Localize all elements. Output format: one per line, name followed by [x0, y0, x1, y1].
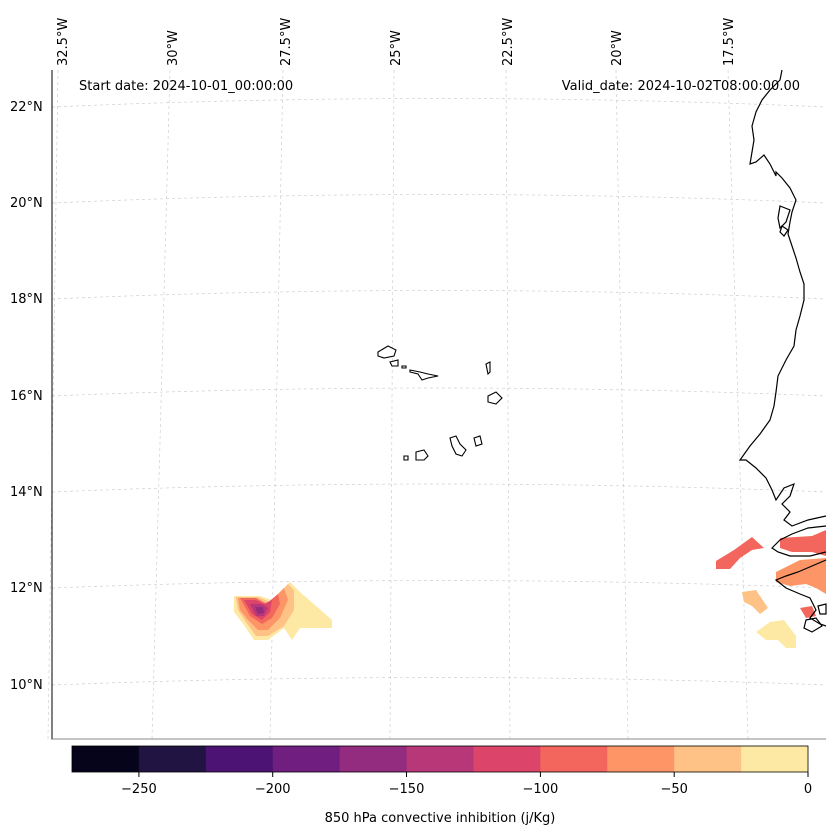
lat-tick-label: 16°N [10, 389, 43, 404]
colorbar-segment [540, 746, 608, 772]
island-sao-nicolau [409, 369, 439, 381]
colorbar-tick-labels: −250 −200 −150 −100 −50 0 [121, 782, 812, 797]
colorbar-tick-label: −100 [523, 782, 559, 797]
island-santa-luzia [401, 365, 407, 369]
lon-tick-label: 25°W [389, 30, 404, 66]
map-area [47, 69, 827, 740]
island-brava [403, 455, 409, 461]
colorbar-segment [272, 746, 341, 772]
lat-gridline [51, 483, 827, 493]
valid-date-annotation: Valid_date: 2024-10-02T08:00:00.00 [562, 79, 800, 94]
island-santiago [449, 435, 467, 457]
lon-tick-label: 17.5°W [722, 18, 737, 66]
latitude-tick-labels: 22°N 20°N 18°N 16°N 14°N 12°N 10°N [10, 100, 43, 693]
colorbar-segment [473, 746, 541, 772]
coastline-island [779, 225, 789, 237]
coastline-island [817, 603, 827, 615]
colorbar-tick-label: 0 [804, 782, 812, 797]
cin-region-coastal-south-light [756, 620, 796, 648]
cin-region-coastal-east-mid [776, 560, 806, 586]
island-boa-vista [487, 391, 503, 405]
colorbar-outline [71, 745, 809, 773]
longitude-tick-labels: 32.5°W 30°W 27.5°W 25°W 22.5°W 20°W 17.5… [56, 18, 737, 66]
lat-tick-label: 18°N [10, 292, 43, 307]
colorbar-segment [339, 746, 408, 772]
colorbar-segment [205, 746, 274, 772]
island-maio [473, 435, 483, 447]
colorbar-segment [72, 746, 140, 772]
lon-tick-label: 32.5°W [56, 18, 71, 66]
coastlines [738, 69, 827, 633]
colorbar-ticks [138, 772, 809, 777]
start-date-annotation: Start date: 2024-10-01_00:00:00 [79, 79, 293, 94]
lon-tick-label: 20°W [610, 30, 625, 66]
lat-tick-label: 14°N [10, 485, 43, 500]
lat-gridline [51, 194, 827, 204]
cin-region-western-core [255, 607, 264, 614]
coastline-segment [771, 525, 827, 557]
lat-tick-label: 10°N [10, 678, 43, 693]
colorbar [72, 746, 809, 772]
lat-tick-label: 12°N [10, 581, 43, 596]
lat-gridline [51, 98, 827, 108]
west-africa-coastline [738, 69, 827, 527]
cin-contours [234, 530, 826, 648]
cape-verde-islands [377, 345, 503, 461]
colorbar-segment [741, 746, 809, 772]
coastline-island [777, 205, 791, 230]
gridlines [47, 69, 827, 740]
colorbar-tick-label: −50 [660, 782, 687, 797]
island-sal [485, 361, 491, 376]
lon-tick-label: 22.5°W [501, 18, 516, 66]
colorbar-tick-label: −150 [389, 782, 425, 797]
colorbar-tick-label: −200 [255, 782, 291, 797]
island-santo-antao [377, 345, 397, 359]
lat-tick-label: 20°N [10, 196, 43, 211]
lon-tick-label: 30°W [166, 30, 181, 66]
colorbar-segment [607, 746, 675, 772]
colorbar-label: 850 hPa convective inhibition (j/Kg) [325, 811, 556, 826]
colorbar-tick-label: −250 [121, 782, 157, 797]
map-frame [52, 70, 826, 739]
island-sao-vicente [389, 359, 399, 367]
colorbar-segment [406, 746, 474, 772]
colorbar-segment [674, 746, 742, 772]
colorbar-segment [138, 746, 207, 772]
lat-tick-label: 22°N [10, 100, 43, 115]
cin-region-coastal-east-lower [800, 558, 826, 594]
cin-region-coastal-south [742, 590, 768, 614]
coastline-island [803, 617, 823, 633]
lat-gridline [51, 580, 827, 589]
cin-region-coastal-east-upper [780, 530, 826, 556]
cin-region-coastal-north [716, 537, 764, 569]
lon-tick-label: 27.5°W [279, 18, 294, 66]
island-fogo [415, 449, 429, 461]
lat-gridline [51, 677, 827, 686]
lat-gridline [51, 387, 827, 397]
lat-gridline [51, 290, 827, 300]
